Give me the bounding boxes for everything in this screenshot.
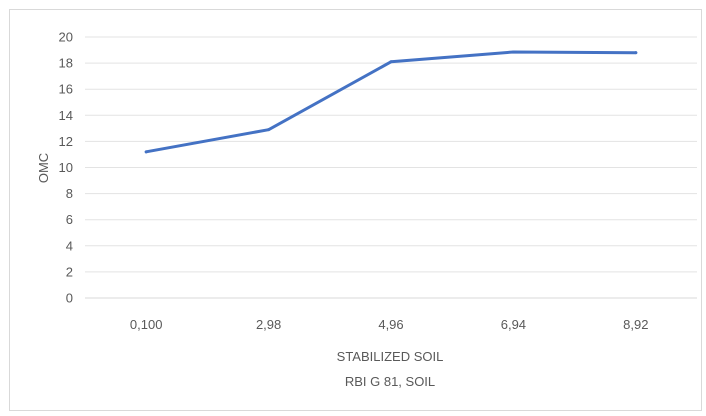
series-line-0 [144,50,638,154]
x-axis-title-line1: STABILIZED SOIL [337,349,444,364]
y-tick-label: 4 [66,238,73,253]
y-tick-label: 18 [59,56,73,71]
y-tick-label: 16 [59,82,73,97]
y-tick-label: 2 [66,264,73,279]
x-tick-label: 6,94 [501,317,526,332]
x-tick-label: 2,98 [256,317,281,332]
x-tick-labels: 0,100 2,98 4,96 6,94 8,92 [130,317,649,332]
data-point [511,50,515,54]
y-axis-title: OMC [36,153,51,183]
y-tick-label: 6 [66,212,73,227]
gridlines [85,36,697,299]
series-layer [144,50,638,154]
y-tick-labels: 0 2 4 6 8 10 12 14 16 18 20 [59,30,73,306]
y-tick-label: 0 [66,291,73,306]
x-tick-label: 8,92 [623,317,648,332]
y-tick-label: 10 [59,160,73,175]
data-point [144,150,148,154]
data-point [267,128,271,132]
x-tick-label: 0,100 [130,317,163,332]
data-point [634,51,638,55]
chart-frame [9,9,702,411]
y-tick-label: 14 [59,108,73,123]
y-tick-label: 8 [66,186,73,201]
x-tick-label: 4,96 [378,317,403,332]
data-point [389,60,393,64]
y-tick-label: 20 [59,30,73,45]
x-axis-title-line2: RBI G 81, SOIL [345,374,435,389]
y-tick-label: 12 [59,134,73,149]
